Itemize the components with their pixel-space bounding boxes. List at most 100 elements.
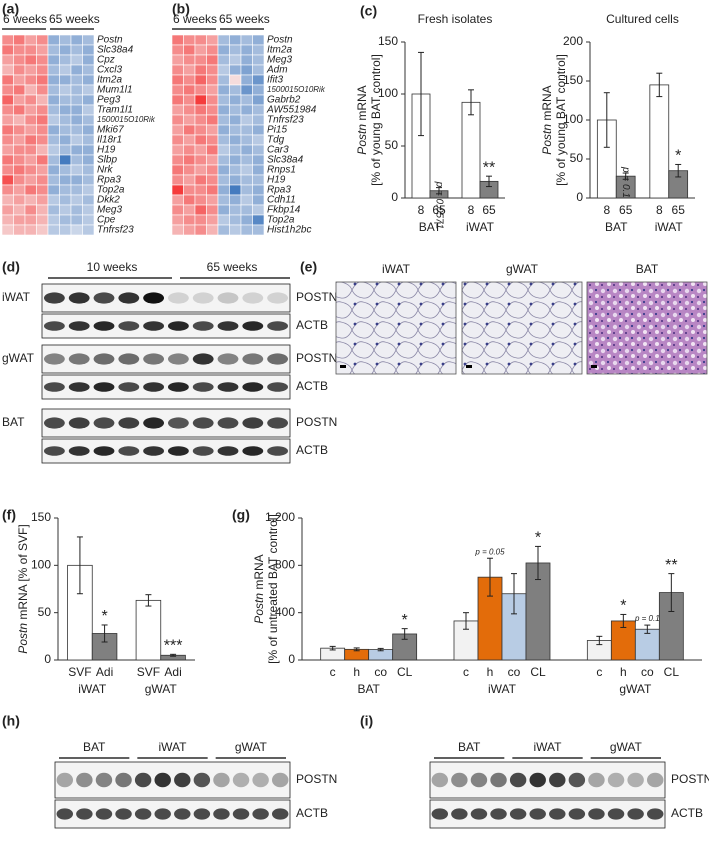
heatmap-cell	[206, 64, 219, 76]
heatmap-cell	[229, 124, 242, 136]
x-tick-label: SVF	[68, 665, 91, 679]
blot-frame	[54, 761, 291, 799]
gene-label: Il18r1	[97, 135, 122, 146]
x-tick-label: CL	[397, 665, 413, 679]
heatmap-cell	[183, 104, 196, 116]
heatmap-cell	[24, 184, 37, 196]
heatmap-cell	[59, 84, 72, 96]
y-tick-label: 100	[378, 86, 398, 100]
heatmap-cell	[217, 104, 230, 116]
blot-band	[193, 808, 211, 820]
heatmap-cell	[217, 114, 230, 126]
x-tick-label: h	[487, 665, 494, 679]
heatmap-cell	[206, 84, 219, 96]
gene-label: Tdg	[267, 135, 285, 146]
heatmap-cell	[217, 124, 230, 136]
heatmap-cell	[183, 74, 196, 86]
heatmap-cell	[24, 44, 37, 56]
heatmap-cell	[59, 144, 72, 156]
x-tick-label: c	[463, 665, 469, 679]
heatmap-cell	[252, 104, 265, 116]
panel-label: (c)	[360, 3, 377, 19]
heatmap-cell	[206, 174, 219, 186]
gene-label: 1500015O10Rik	[97, 115, 156, 124]
x-tick-label: CL	[530, 665, 546, 679]
blot-band	[267, 382, 289, 392]
y-axis-label: Postn mRNA	[540, 85, 554, 154]
blot-band	[118, 353, 140, 365]
heatmap-cell	[229, 154, 242, 166]
heatmap-cell	[252, 134, 265, 146]
heatmap-cell	[13, 54, 26, 66]
gene-label: Meg3	[267, 55, 292, 66]
heatmap-cell	[194, 154, 207, 166]
heatmap-cell	[59, 94, 72, 106]
heatmap-cell	[24, 104, 37, 116]
heatmap-cell	[13, 224, 26, 236]
blot-band	[470, 772, 488, 788]
heatmap-cell	[70, 214, 83, 226]
panel-label: (a)	[2, 1, 19, 17]
blot-band	[217, 292, 239, 304]
heatmap-cell	[252, 194, 265, 206]
blot-band	[242, 353, 264, 365]
heatmap-cell	[36, 154, 49, 166]
heatmap-cell	[1, 114, 14, 126]
heatmap-cell	[24, 94, 37, 106]
heatmap-cell	[229, 84, 242, 96]
heatmap-cell	[171, 224, 184, 236]
heatmap-cell	[59, 34, 72, 46]
heatmap-cell	[217, 84, 230, 96]
heatmap-cell	[13, 214, 26, 226]
heatmap-cell	[229, 174, 242, 186]
gene-label: Ifit3	[267, 75, 284, 86]
heatmap-cell	[70, 124, 83, 136]
annotation: ***	[164, 638, 183, 655]
heatmap-cell	[206, 54, 219, 66]
heatmap-cell	[82, 44, 95, 56]
x-tick-label: 8	[656, 203, 663, 217]
heatmap-cell	[82, 194, 95, 206]
gene-label: Postn	[267, 35, 293, 46]
category-label: iWAT	[466, 220, 495, 234]
y-axis-label-gene: Postn	[540, 124, 554, 155]
blot-band	[43, 353, 65, 365]
group-label: BAT	[458, 740, 481, 754]
gene-label: Dkk2	[97, 195, 120, 206]
blot-band	[529, 808, 546, 820]
blot-band	[213, 808, 230, 820]
blot-band	[232, 772, 250, 788]
x-tick-label: h	[620, 665, 627, 679]
protein-label: POSTN	[296, 351, 337, 365]
group-label: BAT	[83, 740, 106, 754]
heatmap-cell	[1, 104, 14, 116]
x-tick-label: 8	[468, 203, 475, 217]
gene-label: Car3	[267, 145, 289, 156]
heatmap-cell	[82, 104, 95, 116]
heatmap-cell	[229, 54, 242, 66]
gene-label: Cpe	[97, 215, 116, 226]
heatmap-cell	[171, 134, 184, 146]
blot-band	[167, 382, 189, 392]
heatmap-cell	[59, 104, 72, 116]
heatmap-cell	[47, 164, 60, 176]
heatmap-cell	[13, 34, 26, 46]
blot-band	[267, 446, 289, 456]
heatmap-cell	[171, 144, 184, 156]
blot-band	[646, 808, 664, 820]
annotation: *	[101, 608, 107, 625]
heatmap-cell	[171, 64, 184, 76]
blot-band	[509, 772, 527, 788]
heatmap-cell	[36, 64, 49, 76]
heatmap-cell	[82, 144, 95, 156]
heatmap-cell	[70, 224, 83, 236]
heatmap-cell	[171, 84, 184, 96]
heatmap-cell	[240, 64, 253, 76]
heatmap-cell	[183, 124, 196, 136]
blot-band	[267, 321, 289, 331]
blot-band	[143, 417, 165, 429]
blot-band	[192, 353, 214, 365]
blot-band	[271, 772, 289, 788]
heatmap-cell	[47, 224, 60, 236]
heatmap-cell	[229, 224, 242, 236]
